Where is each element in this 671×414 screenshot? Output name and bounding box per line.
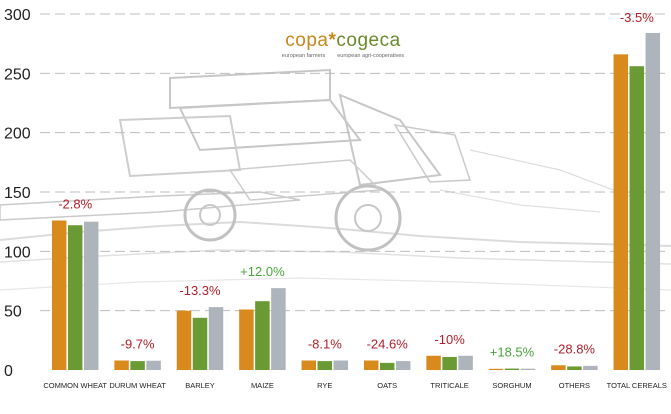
combine-harvester-watermark <box>0 68 671 291</box>
bar-maize-series-3 <box>271 288 286 370</box>
bar-others-series-2 <box>567 366 582 370</box>
y-tick-label: 300 <box>4 7 31 24</box>
bar-sorghum-series-1 <box>488 368 504 370</box>
logo-word-copa: copa <box>285 30 329 51</box>
change-label: +18.5% <box>490 345 535 360</box>
change-label: -3.5% <box>620 10 654 25</box>
y-tick-label: 0 <box>4 363 13 380</box>
x-tick-label: COMMON WHEAT <box>43 381 107 390</box>
change-label: -24.6% <box>367 337 409 352</box>
x-tick-label: BARLEY <box>185 381 215 390</box>
x-tick-label: MAIZE <box>251 381 274 390</box>
change-label: -8.1% <box>308 337 342 352</box>
bar-total-cereals-series-3 <box>645 32 661 371</box>
bar-durum-wheat-series-1 <box>114 360 129 370</box>
change-label: +12.0% <box>240 264 285 279</box>
bar-others-series-3 <box>583 365 598 370</box>
logo-tagline-cooperatives: european agri-cooperatives <box>337 53 405 59</box>
bar-rye-series-2 <box>317 361 333 370</box>
x-tick-label: TOTAL CEREALS <box>607 381 667 390</box>
bar-common-wheat-series-2 <box>67 225 83 370</box>
y-tick-label: 200 <box>4 126 31 143</box>
bar-triticale-series-1 <box>426 355 441 370</box>
bar-rye-series-1 <box>301 360 317 370</box>
change-labels: -2.8% -9.7% -13.3% +12.0% -8.1% -24.6% -10% +18… <box>58 10 654 360</box>
bar-triticale-series-3 <box>458 355 473 370</box>
bar-sorghum-series-3 <box>520 368 536 370</box>
y-axis-ticks: 0 50 100 150 200 250 300 <box>4 7 31 380</box>
x-tick-label: DURUM WHEAT <box>109 381 166 390</box>
y-tick-label: 250 <box>4 66 31 83</box>
x-tick-label: RYE <box>317 381 332 390</box>
change-label: -28.8% <box>554 341 596 356</box>
bar-common-wheat-series-1 <box>51 220 67 370</box>
bar-triticale-series-2 <box>442 356 457 370</box>
bars <box>51 32 661 371</box>
bar-durum-wheat-series-3 <box>146 360 161 370</box>
bar-durum-wheat-series-2 <box>130 361 145 370</box>
bar-common-wheat-series-3 <box>83 221 99 370</box>
bar-barley-series-2 <box>192 317 208 370</box>
bar-total-cereals-series-2 <box>629 66 645 371</box>
bar-sorghum-series-2 <box>504 368 520 370</box>
bar-maize-series-2 <box>255 301 270 370</box>
x-axis-labels: COMMON WHEAT DURUM WHEAT BARLEY MAIZE RYE OAT… <box>43 381 667 390</box>
bar-oats-series-3 <box>395 361 411 370</box>
change-label: -13.3% <box>179 283 221 298</box>
change-label: -9.7% <box>121 337 155 352</box>
bar-barley-series-1 <box>176 310 192 370</box>
bar-others-series-1 <box>551 365 566 370</box>
copa-cogeca-logo: copa*cogeca european farmers european agr… <box>268 30 418 59</box>
change-label: -2.8% <box>58 196 92 211</box>
bar-barley-series-3 <box>208 307 224 370</box>
change-label: -10% <box>434 332 465 347</box>
x-tick-label: OATS <box>377 381 397 390</box>
x-tick-label: OTHERS <box>559 381 590 390</box>
x-tick-label: SORGHUM <box>492 381 531 390</box>
bar-total-cereals-series-1 <box>613 54 629 370</box>
y-tick-label: 50 <box>4 304 22 321</box>
y-tick-label: 150 <box>4 185 31 202</box>
bar-maize-series-1 <box>239 309 254 370</box>
bar-rye-series-3 <box>333 360 349 370</box>
x-tick-label: TRITICALE <box>430 381 468 390</box>
logo-word-cogeca: cogeca <box>336 30 401 51</box>
logo-separator: * <box>328 30 337 51</box>
y-tick-label: 100 <box>4 244 31 261</box>
logo-tagline-farmers: european farmers <box>281 53 326 59</box>
bar-oats-series-1 <box>363 360 379 370</box>
bar-oats-series-2 <box>379 362 395 370</box>
